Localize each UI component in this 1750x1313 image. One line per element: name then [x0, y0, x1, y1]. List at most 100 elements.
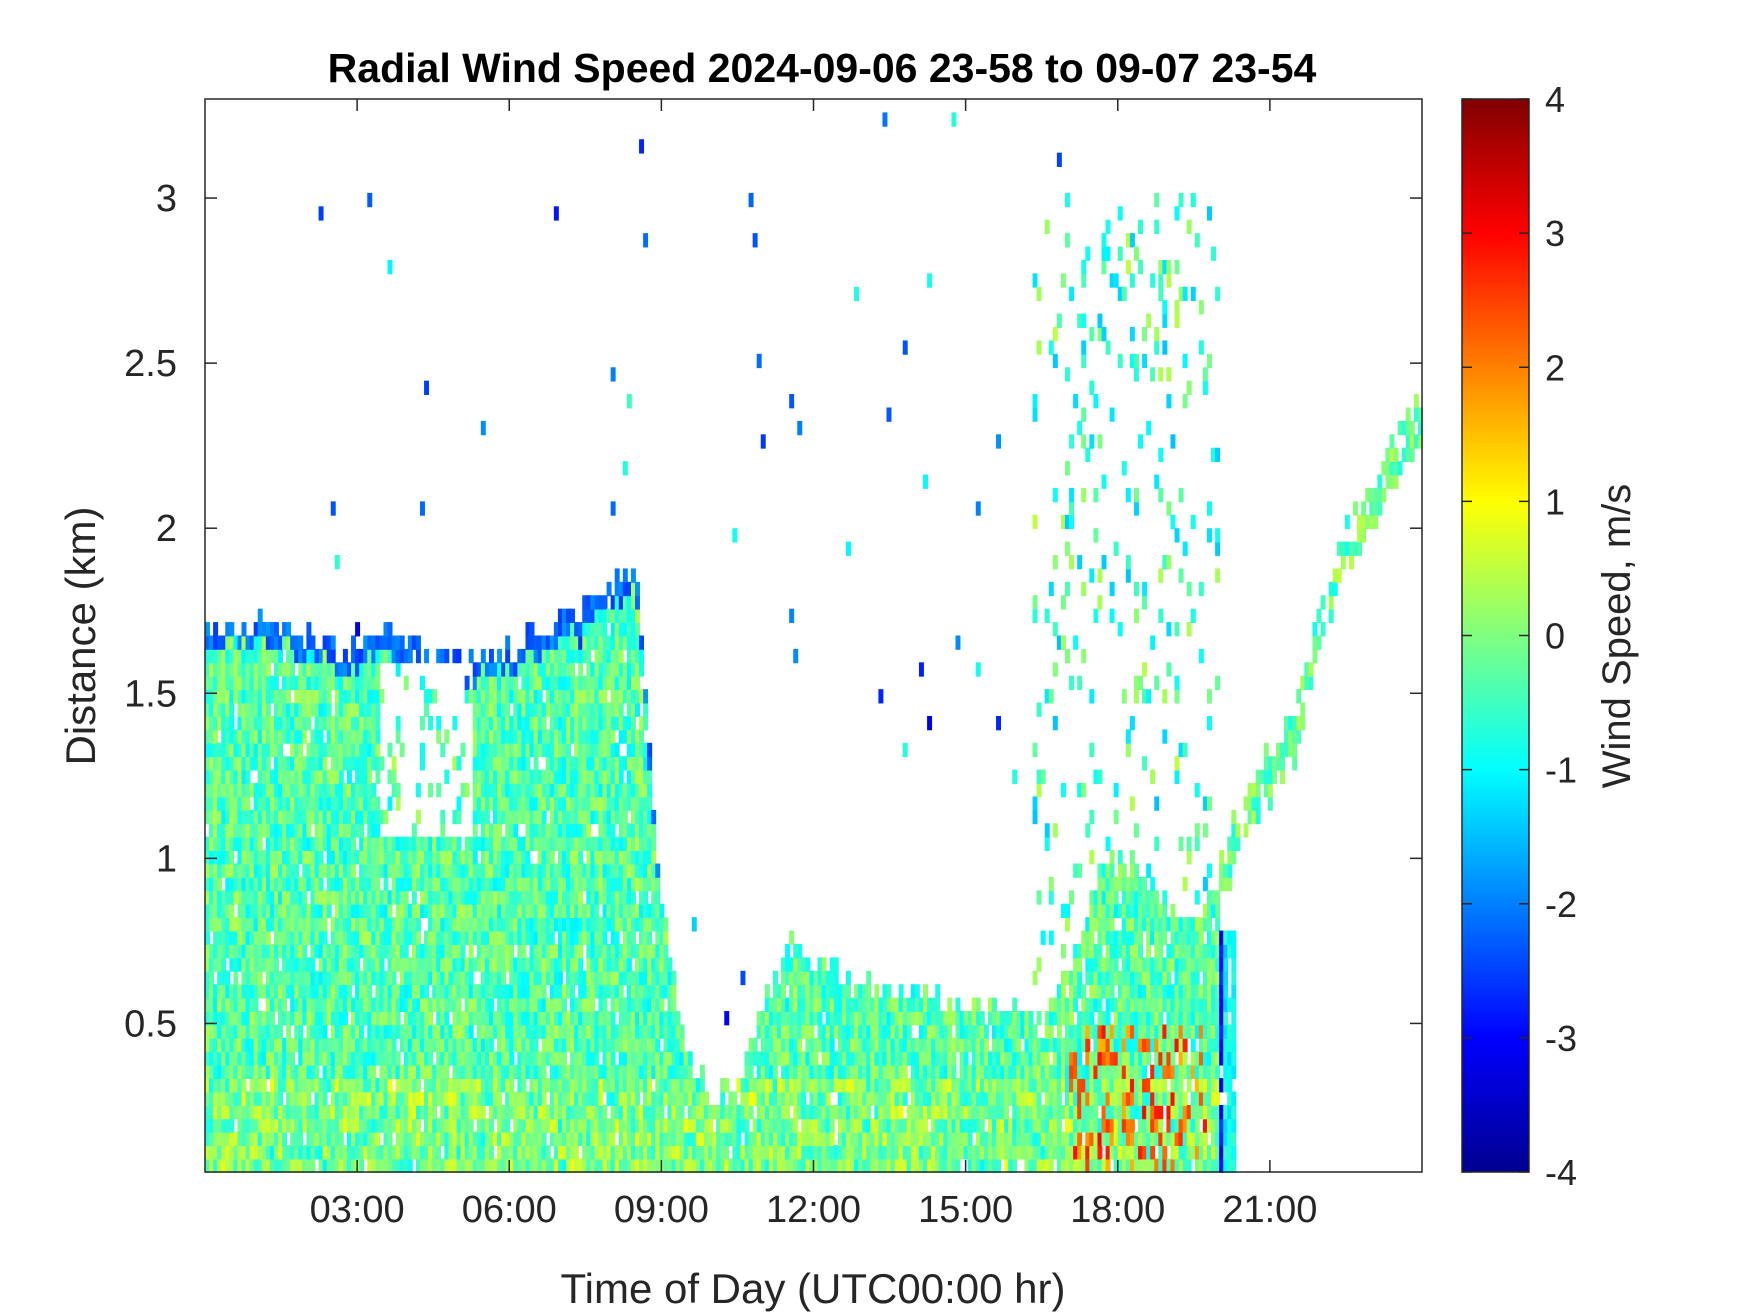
- heatmap-cell: [209, 1145, 215, 1160]
- heatmap-cell: [375, 1037, 381, 1053]
- heatmap-cell: [529, 1145, 535, 1160]
- heatmap-cell: [557, 997, 563, 1012]
- heatmap-cell: [217, 702, 223, 717]
- heatmap-cell: [525, 1091, 531, 1106]
- heatmap-cell: [529, 729, 535, 744]
- heatmap-cell: [513, 1091, 519, 1106]
- heatmap-cell: [456, 1131, 462, 1147]
- heatmap-cell: [265, 890, 271, 905]
- heatmap-cell: [626, 970, 632, 986]
- heatmap-cell: [594, 943, 600, 959]
- heatmap-cell: [464, 1118, 470, 1133]
- heatmap-cell: [249, 1037, 255, 1053]
- heatmap-cell: [249, 1064, 255, 1080]
- heatmap-cell: [286, 970, 292, 986]
- heatmap-cell: [931, 1131, 937, 1147]
- heatmap-cell: [590, 917, 596, 932]
- heatmap-cell: [278, 1104, 283, 1120]
- heatmap-cell: [590, 1011, 596, 1026]
- heatmap-cell: [233, 662, 239, 677]
- heatmap-cell: [440, 1118, 446, 1133]
- heatmap-cell: [302, 930, 308, 945]
- heatmap-cell: [793, 1011, 799, 1026]
- heatmap-cell: [651, 1024, 657, 1039]
- heatmap-cell: [367, 850, 373, 865]
- heatmap-cell: [395, 1011, 401, 1026]
- heatmap-cell: [209, 1051, 215, 1066]
- heatmap-cell: [420, 675, 425, 691]
- heatmap-cell: [334, 1024, 340, 1039]
- heatmap-cell: [501, 984, 507, 999]
- heatmap-cell: [359, 876, 365, 892]
- heatmap-cell: [249, 662, 255, 677]
- heatmap-cell: [298, 729, 304, 744]
- heatmap-cell: [582, 1104, 588, 1120]
- heatmap-cell: [841, 997, 847, 1012]
- heatmap-cell: [371, 1118, 377, 1133]
- heatmap-cell: [959, 1024, 965, 1039]
- heatmap-cell: [643, 836, 649, 851]
- heatmap-cell: [797, 1051, 803, 1066]
- heatmap-cell: [663, 1078, 669, 1093]
- heatmap-cell: [444, 943, 450, 959]
- heatmap-cell: [229, 809, 235, 825]
- heatmap-cell: [351, 917, 356, 932]
- heatmap-cell: [351, 1024, 356, 1039]
- heatmap-cell: [736, 1118, 742, 1133]
- heatmap-cell: [643, 783, 649, 798]
- heatmap-cell: [314, 675, 320, 691]
- heatmap-cell: [553, 997, 559, 1012]
- heatmap-cell: [821, 984, 827, 999]
- heatmap-cell: [902, 1051, 908, 1066]
- heatmap-cell: [537, 689, 543, 704]
- heatmap-cell: [334, 903, 340, 919]
- heatmap-cell: [793, 1024, 799, 1039]
- heatmap-cell: [610, 850, 616, 865]
- heatmap-cell: [383, 850, 389, 865]
- heatmap-cell: [557, 1064, 563, 1080]
- heatmap-cell: [553, 1051, 559, 1066]
- heatmap-cell: [858, 984, 864, 999]
- heatmap-cell: [241, 984, 247, 999]
- heatmap-cell: [570, 783, 576, 798]
- heatmap-cell: [639, 742, 645, 758]
- heatmap-cell: [403, 1091, 409, 1106]
- heatmap-cell: [286, 1011, 292, 1026]
- heatmap-cell: [683, 1064, 689, 1080]
- heatmap-cell: [436, 715, 442, 731]
- heatmap-cell: [513, 715, 519, 731]
- heatmap-cell: [351, 662, 356, 677]
- heatmap-cell: [545, 1051, 551, 1066]
- heatmap-cell: [241, 1158, 247, 1173]
- heatmap-cell: [618, 1104, 624, 1120]
- heatmap-cell: [342, 1011, 348, 1026]
- heatmap-cell: [630, 796, 636, 811]
- heatmap-cell: [484, 662, 490, 677]
- heatmap-cell: [505, 783, 511, 798]
- heatmap-cell: [837, 1158, 843, 1173]
- heatmap-cell: [249, 729, 255, 744]
- heatmap-cell: [906, 1011, 912, 1026]
- heatmap-cell: [233, 1064, 239, 1080]
- heatmap-cell: [379, 903, 385, 919]
- heatmap-cell: [630, 675, 636, 691]
- heatmap-cell: [363, 809, 369, 825]
- heatmap-cell: [346, 1145, 352, 1160]
- heatmap-cell: [278, 1145, 283, 1160]
- heatmap-cell: [561, 930, 567, 945]
- heatmap-cell: [355, 890, 361, 905]
- heatmap-cell: [590, 622, 596, 637]
- heatmap-cell: [513, 903, 519, 919]
- heatmap-cell: [598, 689, 604, 704]
- heatmap-cell: [639, 769, 645, 784]
- heatmap-cell: [902, 742, 908, 758]
- heatmap-cell: [480, 809, 486, 825]
- heatmap-cell: [894, 1037, 900, 1053]
- heatmap-cell: [918, 662, 924, 677]
- heatmap-cell: [278, 836, 283, 851]
- heatmap-cell: [314, 1091, 320, 1106]
- heatmap-cell: [561, 796, 567, 811]
- heatmap-cell: [249, 903, 255, 919]
- heatmap-cell: [448, 1024, 454, 1039]
- heatmap-cell: [841, 984, 847, 999]
